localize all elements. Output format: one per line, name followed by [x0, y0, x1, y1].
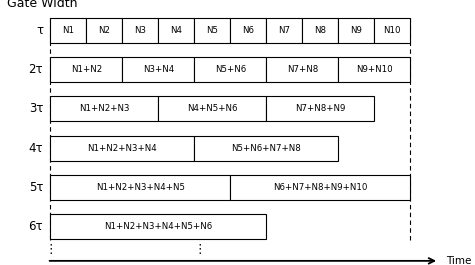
Bar	[338, 18, 374, 43]
Bar	[374, 18, 410, 43]
Bar	[50, 96, 158, 121]
Text: Gate Width: Gate Width	[7, 0, 78, 10]
Bar	[194, 57, 266, 82]
Text: ⋮: ⋮	[44, 243, 57, 256]
Bar	[50, 214, 266, 239]
Bar	[266, 96, 374, 121]
Text: Time: Time	[446, 256, 472, 265]
Text: N1+N2+N3+N4: N1+N2+N3+N4	[87, 144, 157, 153]
Text: N10: N10	[383, 26, 401, 35]
Text: N3: N3	[134, 26, 146, 35]
Text: N5: N5	[206, 26, 219, 35]
Bar	[158, 18, 194, 43]
Bar	[230, 175, 410, 200]
Bar	[230, 18, 266, 43]
Text: N7: N7	[278, 26, 290, 35]
Bar	[50, 57, 123, 82]
Text: 4τ: 4τ	[28, 142, 43, 155]
Text: 5τ: 5τ	[28, 181, 43, 194]
Bar	[302, 18, 338, 43]
Bar	[86, 18, 123, 43]
Bar	[194, 18, 230, 43]
Text: N8: N8	[314, 26, 326, 35]
Text: 3τ: 3τ	[28, 102, 43, 115]
Text: 2τ: 2τ	[28, 63, 43, 76]
Text: N4: N4	[171, 26, 182, 35]
Text: N9+N10: N9+N10	[356, 65, 392, 74]
Bar	[194, 136, 338, 161]
Text: N7+N8+N9: N7+N8+N9	[295, 104, 345, 113]
Text: N2: N2	[98, 26, 110, 35]
Text: N5+N6: N5+N6	[215, 65, 246, 74]
Text: N1+N2+N3+N4+N5: N1+N2+N3+N4+N5	[96, 183, 185, 192]
Text: ⋮: ⋮	[193, 243, 206, 256]
Text: 6τ: 6τ	[28, 220, 43, 233]
Text: N3+N4: N3+N4	[142, 65, 174, 74]
Bar	[50, 136, 194, 161]
Bar	[266, 57, 338, 82]
Text: N1: N1	[62, 26, 75, 35]
Text: N1+N2+N3: N1+N2+N3	[79, 104, 130, 113]
Bar	[123, 57, 194, 82]
Bar	[158, 96, 266, 121]
Bar	[338, 57, 410, 82]
Bar	[123, 18, 158, 43]
Text: N9: N9	[351, 26, 362, 35]
Bar	[266, 18, 302, 43]
Text: N6+N7+N8+N9+N10: N6+N7+N8+N9+N10	[273, 183, 368, 192]
Text: N1+N2+N3+N4+N5+N6: N1+N2+N3+N4+N5+N6	[104, 222, 212, 231]
Text: N7+N8: N7+N8	[286, 65, 318, 74]
Text: N5+N6+N7+N8: N5+N6+N7+N8	[231, 144, 301, 153]
Bar	[50, 175, 230, 200]
Text: N1+N2: N1+N2	[71, 65, 102, 74]
Bar	[50, 18, 86, 43]
Text: N6: N6	[242, 26, 254, 35]
Text: N4+N5+N6: N4+N5+N6	[187, 104, 238, 113]
Text: τ: τ	[36, 24, 43, 37]
